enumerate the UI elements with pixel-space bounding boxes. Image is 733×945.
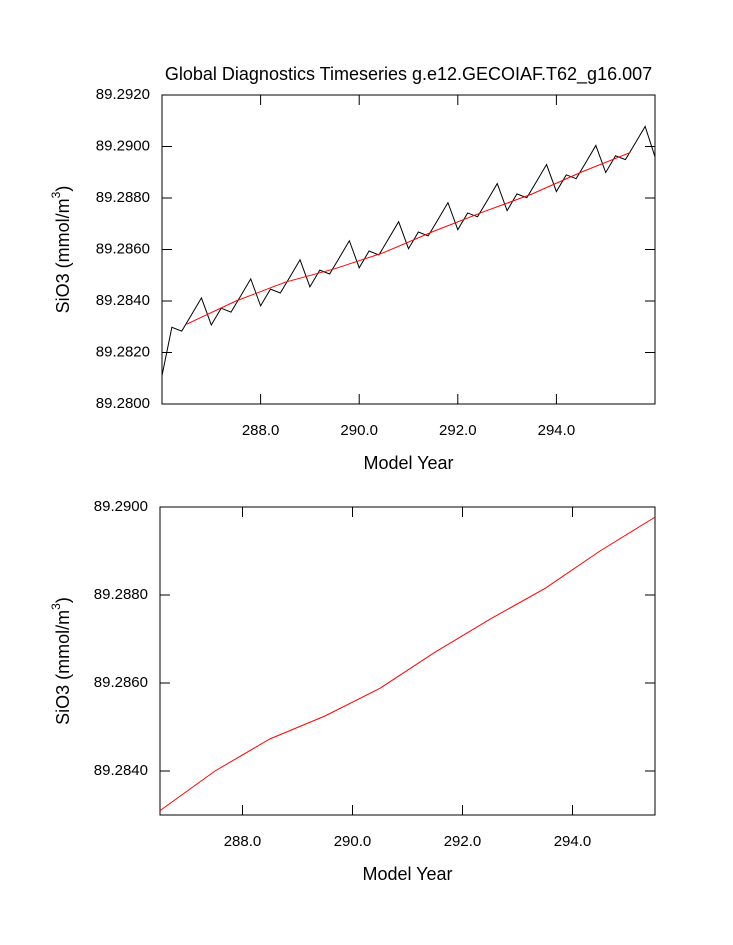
y-tick-label: 89.2900 [94, 498, 148, 515]
data-line [161, 125, 656, 376]
y-tick-label: 89.2860 [96, 240, 150, 257]
x-tick-label: 288.0 [224, 833, 262, 850]
x-tick-label: 290.0 [340, 422, 378, 439]
y-axis-label: SiO3 (mmol/m3) [49, 186, 73, 314]
x-tick-label: 288.0 [242, 422, 280, 439]
data-line [159, 516, 656, 812]
chart-title: Global Diagnostics Timeseries g.e12.GECO… [165, 64, 652, 85]
x-tick-label: 294.0 [538, 422, 576, 439]
y-tick-label: 89.2880 [96, 189, 150, 206]
x-tick-label: 294.0 [554, 833, 592, 850]
y-axis-label-part: 3 [49, 191, 63, 198]
x-axis-label: Model Year [362, 864, 452, 884]
y-axis-label: SiO3 (mmol/m3) [49, 597, 73, 725]
y-tick-label: 89.2840 [94, 762, 148, 779]
y-tick-label: 89.2840 [96, 292, 150, 309]
y-tick-label: 89.2820 [96, 343, 150, 360]
data-line [186, 151, 631, 325]
plot-frame [159, 506, 656, 816]
y-axis-label-part: SiO3 (mmol/m [53, 610, 73, 725]
y-tick-label: 89.2860 [94, 674, 148, 691]
y-axis-label-part: SiO3 (mmol/m [53, 198, 73, 313]
y-tick-label: 89.2920 [96, 86, 150, 103]
y-axis-label-part: ) [53, 597, 73, 603]
y-tick-label: 89.2900 [96, 137, 150, 154]
y-tick-label: 89.2880 [94, 586, 148, 603]
y-tick-label: 89.2800 [96, 395, 150, 412]
x-tick-label: 290.0 [334, 833, 372, 850]
x-axis-label: Model Year [363, 453, 453, 473]
x-tick-label: 292.0 [439, 422, 477, 439]
y-axis-label-part: 3 [49, 603, 63, 610]
y-axis-label-part: ) [53, 186, 73, 192]
x-tick-label: 292.0 [444, 833, 482, 850]
